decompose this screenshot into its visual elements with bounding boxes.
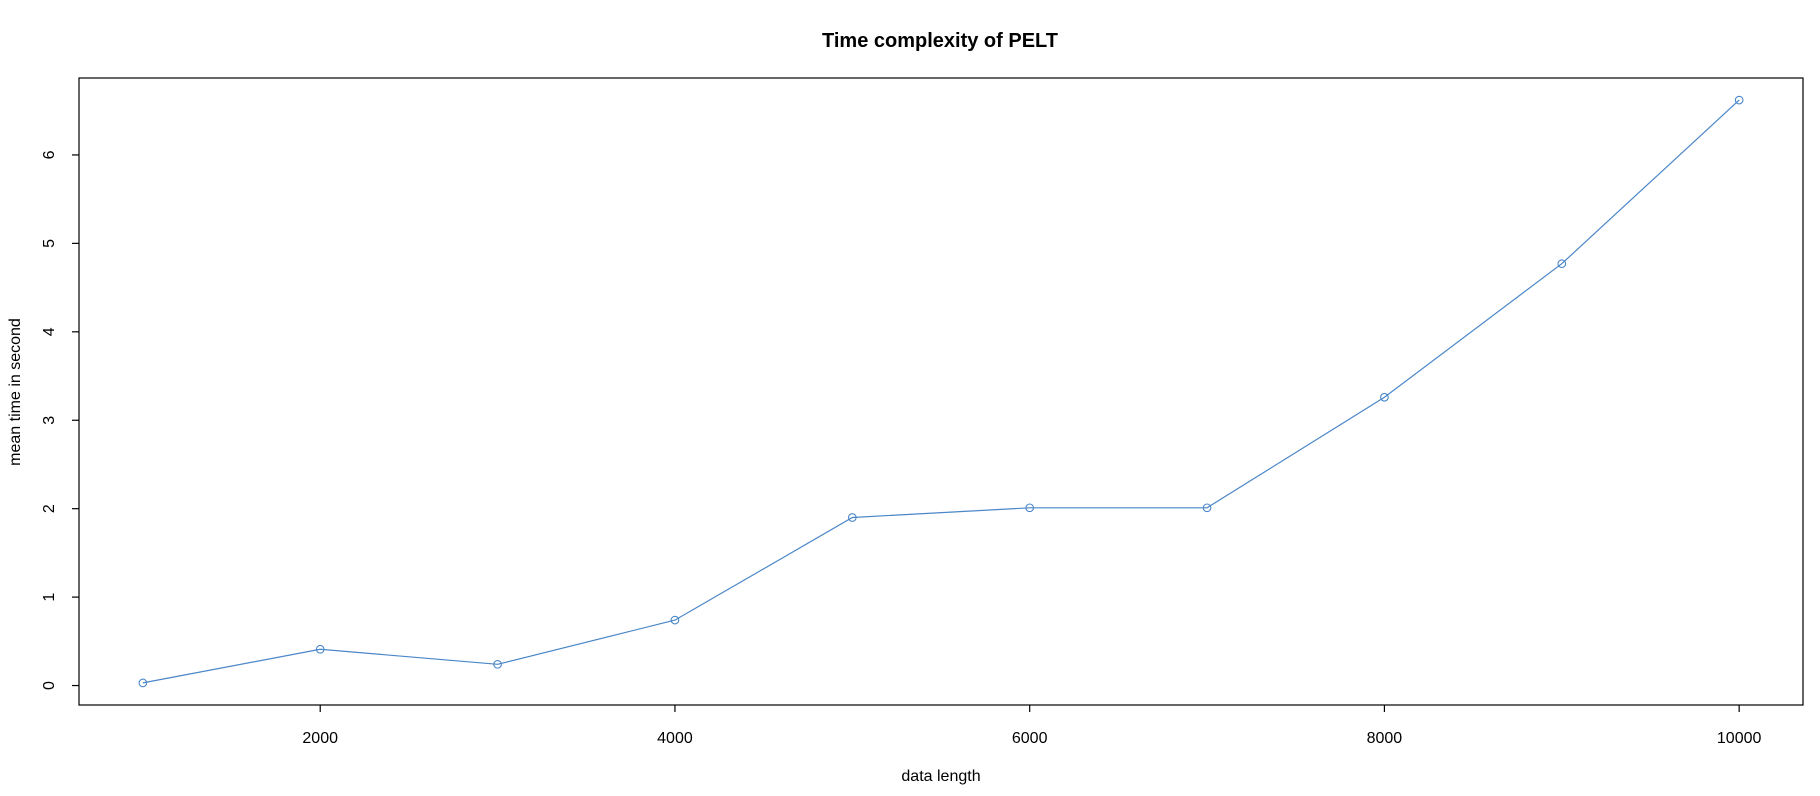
x-tick-label: 10000: [1717, 730, 1762, 747]
data-point: [1025, 503, 1035, 513]
y-tick-label: 0: [41, 681, 58, 690]
x-axis-label: data length: [901, 768, 980, 785]
x-tick-label: 4000: [657, 730, 693, 747]
x-tick-label: 6000: [1012, 730, 1048, 747]
chart-title: Time complexity of PELT: [822, 30, 1058, 52]
data-point: [493, 659, 502, 669]
y-tick-label: 4: [41, 327, 58, 336]
data-point: [1202, 503, 1212, 513]
data-point: [1734, 95, 1744, 105]
plot-frame: [78, 77, 1804, 706]
data-point: [1557, 259, 1567, 269]
y-tick-label: 1: [41, 593, 58, 602]
series-layer: [142, 99, 1740, 684]
data-point: [847, 513, 857, 522]
data-point: [315, 644, 325, 654]
x-tick-label: 8000: [1367, 730, 1403, 747]
x-tick-label: 2000: [302, 730, 338, 747]
data-point: [1380, 392, 1389, 402]
x-axis: 2000 4000 6000 8000 10000: [302, 705, 1761, 747]
data-point: [138, 678, 148, 688]
points-layer: [138, 95, 1744, 688]
y-tick-label: 5: [41, 239, 58, 248]
y-tick-label: 2: [41, 504, 58, 513]
y-tick-label: 6: [41, 150, 58, 159]
y-axis-label: mean time in second: [7, 318, 24, 466]
series-line: [142, 99, 1740, 684]
y-tick-label: 3: [41, 416, 58, 425]
data-point: [670, 615, 680, 625]
y-axis: 0 1 2 3 4 5 6: [41, 150, 79, 690]
